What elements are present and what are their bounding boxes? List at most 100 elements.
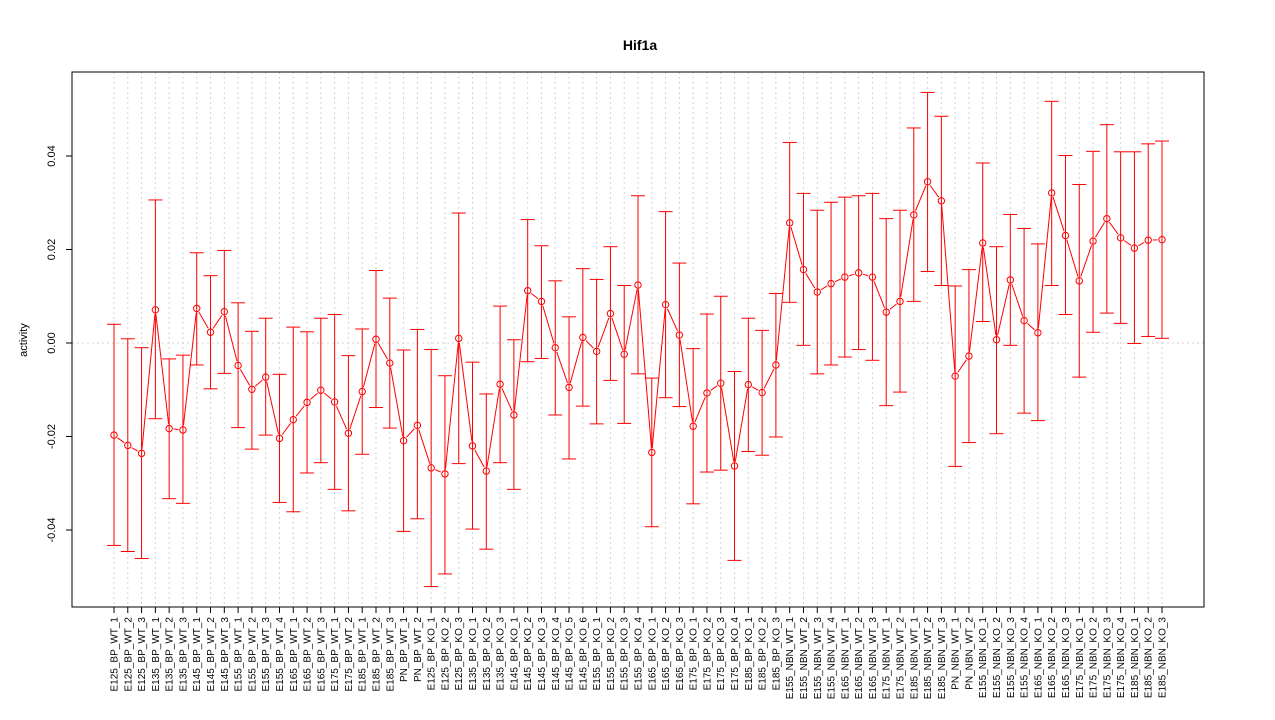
- x-tick-label: E185_BP_KO_1: [744, 617, 755, 691]
- series-line-segment: [1052, 197, 1065, 232]
- x-tick-label: E165_NBN_KO_1: [1033, 617, 1044, 699]
- data-point: [482, 467, 491, 475]
- data-point: [330, 398, 339, 406]
- data-point: [1061, 231, 1070, 240]
- x-tick-label: E175_BP_KO_3: [716, 617, 727, 691]
- data-point: [634, 281, 642, 289]
- series-line-segment: [763, 368, 775, 389]
- series-line-segment: [710, 385, 718, 391]
- x-tick-label: E145_BP_WT_3: [220, 617, 231, 692]
- series-line-segment: [734, 388, 749, 462]
- x-tick-label: E165_BP_KO_3: [675, 617, 686, 691]
- x-tick-label: E155_NBN_WT_1: [785, 617, 796, 700]
- x-tick-label: E155_NBN_KO_1: [978, 617, 989, 699]
- x-tick-label: E125_BP_KO_2: [440, 617, 451, 691]
- series-line-segment: [310, 392, 318, 400]
- x-tick-label: PN_NBN_WT_2: [964, 617, 975, 690]
- x-tick-label: E135_BP_WT_3: [178, 617, 189, 692]
- series-line-segment: [362, 343, 376, 388]
- series-line-segment: [1080, 245, 1093, 277]
- x-tick-label: E155_BP_WT_1: [234, 617, 245, 692]
- data-point: [303, 398, 311, 407]
- x-tick-label: E135_BP_KO_3: [496, 617, 507, 691]
- series-line-segment: [611, 317, 624, 351]
- data-point: [468, 442, 477, 450]
- series-line-segment: [131, 447, 138, 452]
- series-line-segment: [335, 405, 348, 430]
- x-tick-label: E135_BP_WT_1: [151, 617, 162, 692]
- x-tick-label: E155_BP_WT_3: [261, 617, 272, 692]
- data-point: [1130, 244, 1139, 252]
- data-point: [137, 449, 146, 458]
- data-point: [620, 350, 628, 358]
- data-point: [882, 308, 890, 316]
- x-tick-label: E165_BP_WT_3: [316, 617, 327, 692]
- series-line-segment: [1037, 197, 1052, 329]
- x-tick-label: E175_BP_WT_1: [330, 617, 341, 692]
- data-point: [289, 415, 297, 424]
- series-line-segment: [418, 429, 431, 464]
- x-tick-label: E185_BP_WT_3: [385, 617, 396, 692]
- series-line-segment: [968, 247, 983, 352]
- series-line-segment: [513, 295, 528, 411]
- data-point: [386, 359, 394, 367]
- series-line-segment: [323, 392, 332, 400]
- series-points: [110, 178, 1166, 478]
- series-line-segment: [390, 367, 404, 437]
- data-point: [813, 288, 821, 296]
- data-point: [510, 411, 518, 419]
- data-point: [537, 297, 546, 306]
- series-line-segment: [254, 379, 263, 387]
- x-tick-label: E145_BP_WT_1: [192, 617, 203, 692]
- data-point: [151, 306, 160, 314]
- data-point: [165, 424, 173, 433]
- data-point: [730, 462, 739, 470]
- series-line-segment: [637, 289, 652, 448]
- x-tick-label: E145_BP_KO_4: [551, 617, 562, 691]
- x-tick-label: E185_BP_WT_2: [372, 617, 383, 692]
- data-point: [937, 197, 946, 205]
- data-point: [703, 389, 711, 397]
- data-point: [689, 422, 697, 430]
- series-line-segment: [542, 305, 555, 344]
- x-tick-label: E155_BP_KO_3: [620, 617, 631, 691]
- series-line-segment: [1066, 239, 1079, 277]
- x-tick-label: E165_NBN_WT_3: [868, 617, 879, 700]
- data-point: [1158, 235, 1166, 244]
- x-tick-label: PN_BP_WT_2: [413, 617, 424, 682]
- series-line-segment: [1027, 323, 1035, 331]
- data-point: [455, 334, 463, 343]
- series-line-segment: [1123, 240, 1132, 246]
- data-point: [275, 434, 284, 443]
- data-point: [951, 372, 959, 380]
- data-point: [675, 331, 684, 339]
- y-tick-label: -0.04: [46, 517, 58, 542]
- data-point: [1144, 236, 1152, 244]
- data-point: [1089, 237, 1097, 245]
- series-line-segment: [474, 449, 485, 468]
- data-point: [261, 373, 270, 381]
- data-point: [1034, 329, 1042, 337]
- x-tick-label: E125_BP_WT_2: [123, 617, 134, 692]
- data-point: [896, 297, 904, 306]
- series-line-segment: [212, 315, 223, 329]
- x-tick-label: PN_NBN_WT_1: [951, 617, 962, 690]
- series-line-segment: [444, 342, 459, 470]
- series-line-segment: [720, 387, 735, 462]
- data-point: [744, 380, 753, 389]
- data-point: [592, 347, 601, 356]
- series-line-segment: [666, 308, 678, 332]
- data-point: [551, 343, 559, 352]
- series-line-segment: [775, 227, 790, 361]
- x-tick-label: E155_NBN_WT_3: [813, 617, 824, 700]
- x-tick-label: E165_NBN_KO_2: [1047, 617, 1058, 699]
- data-point: [110, 431, 118, 439]
- series-line-segment: [915, 185, 927, 211]
- data-point: [661, 300, 670, 309]
- data-point: [206, 328, 215, 336]
- data-point: [1075, 277, 1083, 285]
- data-point: [1103, 214, 1111, 223]
- data-point: [124, 441, 132, 450]
- data-point: [992, 336, 1001, 344]
- x-tick-label: E175_NBN_KO_2: [1089, 617, 1100, 699]
